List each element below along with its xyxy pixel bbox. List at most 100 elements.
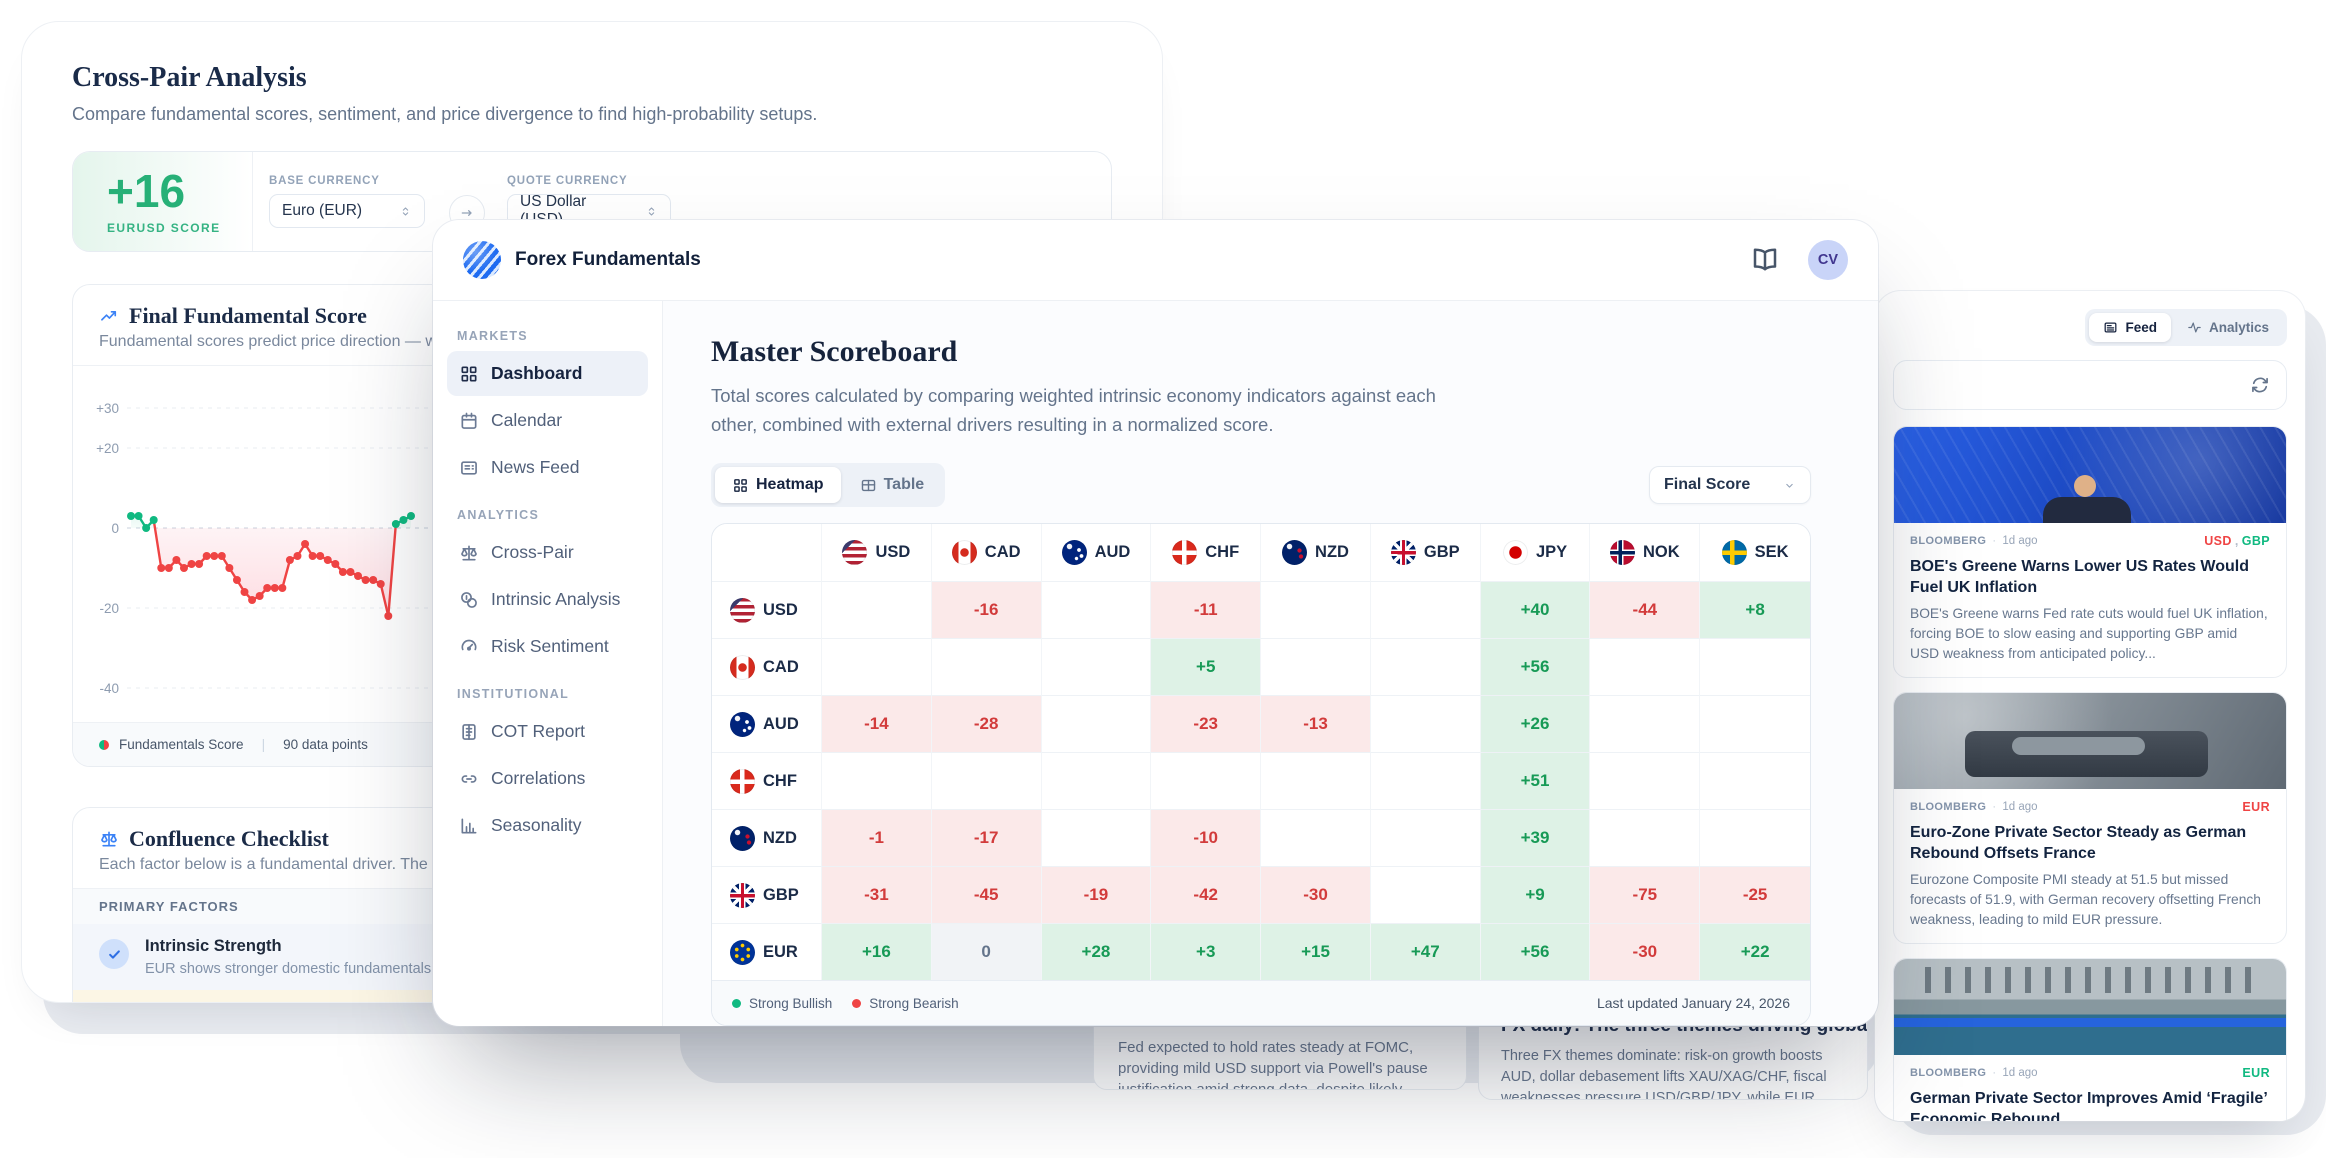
digest-text: Three FX themes dominate: risk-on growth… [1501, 1048, 1827, 1100]
nzd-flag-icon [730, 825, 755, 851]
newspaper-icon [2103, 320, 2118, 335]
news-search-bar[interactable] [1893, 360, 2287, 410]
cad-flag-icon [951, 540, 977, 565]
tab-analytics[interactable]: Analytics [2173, 313, 2283, 342]
base-currency-select[interactable]: Euro (EUR) [269, 194, 425, 228]
refresh-button[interactable] [2250, 375, 2270, 395]
news-article[interactable]: BLOOMBERG · 1d ago EUR Euro-Zone Private Sec… [1893, 692, 2287, 944]
usd-flag-icon [842, 540, 868, 565]
heatmap-cell-cad-sek [1700, 638, 1810, 695]
article-title: Euro-Zone Private Sector Steady as Germa… [1910, 824, 2247, 862]
article-time: 1d ago [2002, 801, 2038, 813]
legend-series-label: Fundamentals Score [119, 737, 244, 752]
page-title: Cross-Pair Analysis [72, 62, 307, 93]
article-image-construction [1894, 959, 2286, 1055]
sidebar-item-news-feed[interactable]: News Feed [447, 445, 648, 490]
heatmap-cell-aud-sek [1700, 695, 1810, 752]
article-source: BLOOMBERG [1910, 1067, 1987, 1079]
heatmap-cell-nzd-aud [1041, 809, 1152, 866]
view-heatmap-button[interactable]: Heatmap [715, 467, 841, 503]
app-header: Forex Fundamentals CV [433, 220, 1878, 301]
grid-icon [732, 477, 749, 494]
heatmap-cell-eur-sek: +22 [1700, 923, 1810, 980]
gbp-flag-icon [1390, 540, 1416, 565]
heatmap-cell-cad-gbp [1370, 638, 1481, 695]
heatmap-cell-gbp-cad: -45 [931, 866, 1042, 923]
heatmap-cell-gbp-usd: -31 [822, 866, 932, 923]
svg-text:-20: -20 [99, 601, 119, 616]
heatmap-cell-chf-jpy: +51 [1480, 752, 1591, 809]
heatmap-cell-aud-chf: -23 [1151, 695, 1262, 752]
news-article[interactable]: BLOOMBERG · 1d ago USD, GBP BOE's Greene War… [1893, 426, 2287, 678]
heatmap-cell-usd-chf: -11 [1151, 581, 1262, 638]
heatmap-cell-usd-nok: -44 [1590, 581, 1701, 638]
pair-score-label: EURUSD SCORE [107, 221, 221, 235]
avatar[interactable]: CV [1808, 240, 1848, 280]
column-header-jpy: JPY [1480, 524, 1591, 581]
scoreboard-title: Master Scoreboard [711, 335, 958, 368]
legend-separator: | [261, 737, 266, 752]
aud-flag-icon [730, 711, 755, 737]
heatmap-cell-nzd-cad: -17 [931, 809, 1042, 866]
sidebar-section-label: MARKETS [457, 329, 528, 343]
chf-flag-icon [730, 768, 755, 794]
sidebar-item-risk-sentiment[interactable]: Risk Sentiment [447, 624, 648, 669]
heatmap-cell-aud-usd: -14 [822, 695, 932, 752]
article-meta: BLOOMBERG · 1d ago USD, GBP [1910, 534, 2270, 548]
sidebar-item-calendar[interactable]: Calendar [447, 398, 648, 443]
score-metric-select[interactable]: Final Score [1649, 466, 1811, 504]
currency-tag: USD [2204, 534, 2232, 548]
heatmap-cell-chf-chf [1151, 752, 1262, 809]
article-title: German Private Sector Improves Amid ‘Fra… [1910, 1090, 2267, 1121]
heatmap-cell-cad-cad [931, 638, 1042, 695]
check-circle-icon [99, 939, 129, 969]
heatmap-cell-aud-nok [1590, 695, 1701, 752]
row-header-usd: USD [712, 581, 822, 638]
library-button[interactable] [1750, 245, 1780, 275]
heatmap-cell-eur-usd: +16 [822, 923, 932, 980]
heatmap-cell-gbp-chf: -42 [1151, 866, 1262, 923]
sidebar: MARKETS Dashboard Calendar News Feed ANALYTI… [433, 301, 663, 1026]
news-article[interactable]: BLOOMBERG · 1d ago EUR German Private Sector… [1893, 958, 2287, 1121]
sidebar-item-seasonality[interactable]: Seasonality [447, 803, 648, 848]
scale-icon [459, 543, 479, 563]
heatmap-cell-nzd-gbp [1370, 809, 1481, 866]
heatmap-cell-chf-sek [1700, 752, 1810, 809]
tab-feed[interactable]: Feed [2089, 313, 2171, 342]
trend-up-icon [99, 306, 119, 326]
heatmap-cell-aud-nzd: -13 [1261, 695, 1371, 752]
column-header-usd: USD [822, 524, 932, 581]
heatmap-cell-aud-cad: -28 [931, 695, 1042, 752]
gauge-icon [459, 637, 479, 657]
forex-fundamentals-window: Forex Fundamentals CV MARKETS Dashboard Ca… [433, 220, 1878, 1026]
page-subtitle: Compare fundamental scores, sentiment, a… [72, 104, 818, 124]
chevrons-up-down-icon [399, 205, 412, 218]
usd-flag-icon [730, 597, 755, 623]
scale-icon [99, 829, 119, 849]
pair-score-value: +16 [107, 165, 186, 217]
legend-strong-bullish: Strong Bullish [732, 996, 832, 1011]
heatmap-cell-eur-aud: +28 [1041, 923, 1152, 980]
nzd-flag-icon [1282, 540, 1308, 565]
row-header-eur: EUR [712, 923, 822, 980]
scoreboard-footer: Strong Bullish Strong Bearish Last updat… [712, 980, 1810, 1025]
column-header-cad: CAD [931, 524, 1042, 581]
heatmap-cell-gbp-gbp [1370, 866, 1481, 923]
view-table-button[interactable]: Table [843, 467, 942, 503]
sidebar-section-label: ANALYTICS [457, 508, 540, 522]
heatmap-cell-usd-nzd [1261, 581, 1371, 638]
sidebar-item-cot-report[interactable]: COT Report [447, 709, 648, 754]
refresh-icon [2250, 375, 2270, 395]
base-currency-group: BASE CURRENCY Euro (EUR) [269, 175, 425, 228]
sidebar-item-cross-pair[interactable]: Cross-Pair [447, 530, 648, 575]
checklist-item-title: Intrinsic Strength [145, 937, 282, 955]
news-icon [459, 458, 479, 478]
currency-tag: EUR [2242, 1066, 2270, 1080]
heatmap-cell-cad-usd [822, 638, 932, 695]
heatmap-cell-cad-aud [1041, 638, 1152, 695]
sidebar-item-intrinsic-analysis[interactable]: Intrinsic Analysis [447, 577, 648, 622]
heatmap-cell-nzd-nzd [1261, 809, 1371, 866]
sidebar-item-dashboard[interactable]: Dashboard [447, 351, 648, 396]
sidebar-item-correlations[interactable]: Correlations [447, 756, 648, 801]
